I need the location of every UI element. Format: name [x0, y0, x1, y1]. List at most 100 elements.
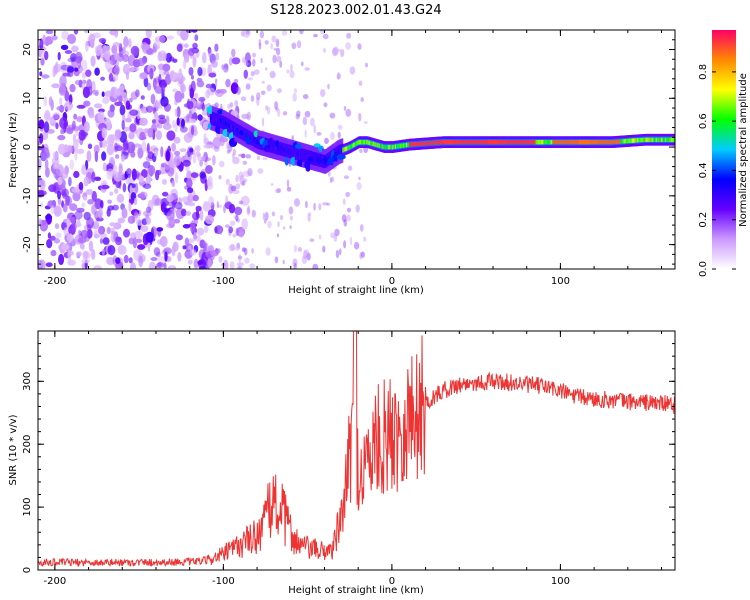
- spectrogram-noise-cell: [40, 58, 45, 66]
- spectrogram-noise-cell: [237, 266, 243, 269]
- spectrogram-noise-cell: [156, 123, 163, 129]
- spectrogram-noise-cell: [241, 218, 248, 230]
- spectrogram-ridge-core: [551, 140, 554, 145]
- spectrogram-noise-cell: [363, 121, 368, 124]
- spectrogram-ridge-core: [433, 140, 436, 145]
- spectrogram-ridge-core: [451, 140, 454, 145]
- spectrogram-noise-cell: [184, 237, 190, 246]
- spectrogram-noise-cell: [271, 35, 277, 43]
- spectrogram-noise-cell: [322, 202, 328, 206]
- spectrogram-noise-cell: [225, 195, 229, 204]
- spectrogram-noise-cell: [270, 43, 274, 50]
- spectrogram-noise-cell: [187, 238, 195, 244]
- spectrogram-noise-cell: [203, 144, 212, 149]
- spectrogram-noise-cell: [203, 132, 207, 143]
- spectrogram-noise-cell: [349, 236, 353, 246]
- spectrogram-noise-cell: [337, 131, 341, 139]
- spectrogram-noise-cell: [193, 258, 199, 269]
- spectrogram-noise-cell: [152, 77, 157, 90]
- spectrogram-noise-cell: [245, 83, 251, 90]
- snr-x-label: Height of straight line (km): [288, 585, 424, 596]
- spectrogram-noise-cell: [128, 198, 135, 204]
- spectrogram-noise-cell: [45, 167, 50, 178]
- spectrogram-noise-cell: [198, 258, 207, 269]
- spectrogram-noise-cell: [163, 70, 170, 76]
- spectrogram-noise-cell: [158, 117, 167, 125]
- spectrogram-noise-cell: [113, 66, 121, 74]
- spectrogram-noise-cell: [137, 58, 146, 67]
- spectrogram-noise-cell: [84, 30, 89, 34]
- spectrogram-noise-cell: [242, 57, 246, 64]
- spectrogram-noise-cell: [176, 117, 180, 126]
- spectrogram-ridge-core: [396, 144, 399, 149]
- x-tick-label: 100: [551, 576, 570, 587]
- spectrogram-noise-cell: [242, 160, 247, 165]
- spectrogram-noise-cell: [74, 79, 83, 86]
- spectrogram-noise-cell: [41, 147, 50, 159]
- spectrogram-noise-cell: [132, 170, 140, 180]
- spectrogram-noise-cell: [228, 57, 233, 66]
- spectrogram-noise-cell: [247, 168, 253, 177]
- spectrogram-noise-cell: [240, 195, 250, 206]
- spectrogram-noise-cell: [175, 234, 183, 241]
- spectrogram-noise-cell: [129, 67, 135, 73]
- spectrogram-noise-cell: [337, 124, 343, 130]
- spectrogram-noise-cell: [191, 30, 198, 33]
- x-tick-label: -100: [212, 276, 235, 287]
- spectrogram-noise-cell: [128, 257, 133, 264]
- spectrogram-ridge-core: [578, 140, 581, 145]
- spectrogram-noise-cell: [246, 111, 251, 121]
- spectrogram-noise-cell: [219, 88, 227, 94]
- spectrogram-noise-cell: [172, 88, 178, 93]
- spectrogram-noise-cell: [275, 102, 279, 111]
- spectrogram-noise-cell: [156, 262, 165, 268]
- spectrogram-noise-cell: [38, 218, 42, 226]
- spectrogram-noise-cell: [67, 249, 72, 259]
- spectrogram-noise-cell: [109, 191, 114, 196]
- spectrogram-noise-cell: [143, 76, 149, 88]
- spectrogram-noise-cell: [50, 249, 57, 257]
- spectrogram-noise-cell: [279, 60, 283, 68]
- spectrogram-ridge-core: [233, 126, 236, 131]
- spectrogram-noise-cell: [240, 31, 245, 37]
- spectrogram-noise-cell: [169, 71, 173, 80]
- spectrogram-noise-cell: [229, 261, 235, 269]
- spectrogram-noise-cell: [157, 256, 166, 265]
- spectrogram-frame: [37, 29, 676, 270]
- spectrogram-noise-cell: [128, 201, 132, 212]
- spectrogram-noise-cell: [264, 67, 268, 71]
- spectrogram-noise-cell: [207, 258, 212, 269]
- spectrogram-ridge-core: [606, 140, 609, 145]
- spectrogram-noise-cell: [345, 42, 351, 50]
- spectrogram-noise-cell: [106, 168, 115, 180]
- spectrogram-noise-cell: [159, 35, 166, 43]
- spectrogram-noise-cell: [59, 75, 67, 88]
- spectrogram-noise-cell: [157, 239, 163, 245]
- spectrogram-noise-cell: [235, 174, 239, 183]
- spectrogram-noise-cell: [101, 151, 107, 161]
- spectrogram-ridge-core: [469, 140, 472, 145]
- colorbar-ramp: [712, 30, 736, 269]
- spectrogram-noise-cell: [162, 191, 169, 197]
- spectrogram-ridge-core: [387, 144, 390, 150]
- spectrogram-noise-cell: [88, 112, 95, 119]
- spectrogram-noise-cell: [117, 217, 126, 224]
- spectrogram-noise-cell: [356, 182, 362, 190]
- spectrogram-ridge-core: [660, 137, 663, 142]
- spectrogram-noise-cell: [190, 223, 196, 234]
- spectrogram-noise-cell: [168, 217, 176, 228]
- spectrogram-noise-cell: [340, 49, 345, 57]
- spectrogram-noise-cell: [186, 170, 193, 181]
- spectrogram-ridge-core: [424, 141, 427, 146]
- spectrogram-noise-cell: [128, 131, 135, 140]
- snr-y-label: SNR (10 * v/v): [8, 414, 19, 485]
- spectrogram-noise-cell: [261, 117, 265, 127]
- spectrogram-noise-cell: [166, 130, 176, 141]
- spectrogram-noise-cell: [102, 237, 110, 245]
- spectrogram-noise-cell: [252, 52, 256, 58]
- snr-panel: -200 -100 0 100 0 100 200 300 Height of straig…: [8, 330, 676, 596]
- spectrogram-noise-cell: [91, 249, 96, 260]
- spectrogram-noise-cell: [345, 214, 351, 222]
- spectrogram-noise-cell: [205, 83, 213, 89]
- y-tick-label: 300: [22, 372, 33, 391]
